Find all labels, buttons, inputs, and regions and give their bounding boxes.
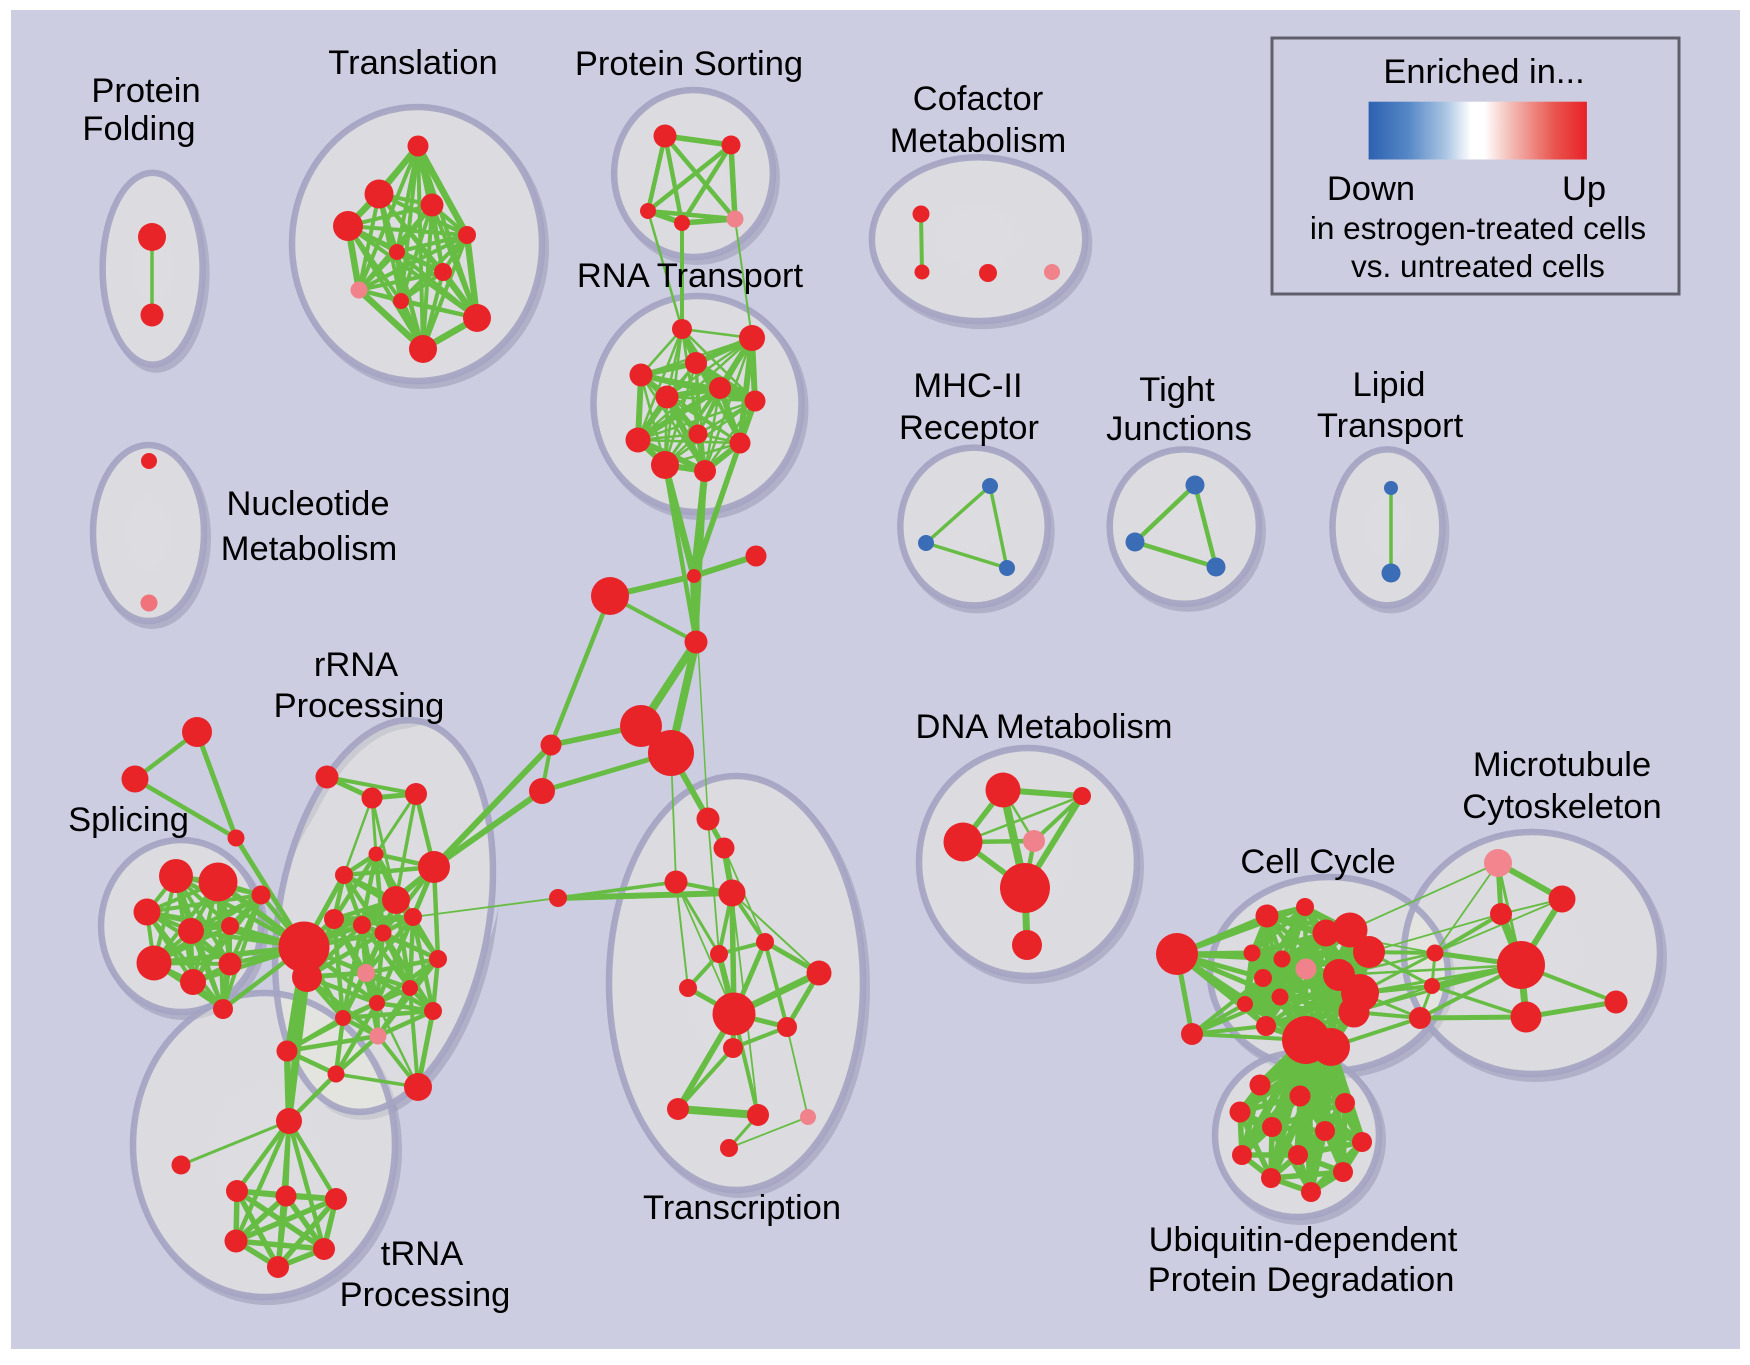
svg-text:Processing: Processing bbox=[340, 1276, 511, 1314]
svg-text:Down: Down bbox=[1327, 170, 1415, 208]
svg-text:Protein Sorting: Protein Sorting bbox=[575, 45, 803, 83]
svg-text:Metabolism: Metabolism bbox=[221, 530, 397, 568]
svg-text:Ubiquitin-dependent: Ubiquitin-dependent bbox=[1149, 1221, 1458, 1259]
svg-text:Enriched in...: Enriched in... bbox=[1383, 53, 1584, 91]
svg-text:Folding: Folding bbox=[82, 110, 195, 148]
svg-text:Cytoskeleton: Cytoskeleton bbox=[1462, 788, 1661, 826]
svg-text:Nucleotide: Nucleotide bbox=[226, 485, 389, 523]
svg-text:Junctions: Junctions bbox=[1106, 410, 1252, 448]
svg-text:DNA Metabolism: DNA Metabolism bbox=[916, 708, 1173, 746]
svg-text:Lipid: Lipid bbox=[1353, 366, 1426, 404]
svg-text:Tight: Tight bbox=[1139, 371, 1215, 409]
svg-text:Splicing: Splicing bbox=[68, 801, 189, 839]
svg-text:Transcription: Transcription bbox=[643, 1189, 841, 1227]
svg-text:in estrogen-treated cells: in estrogen-treated cells bbox=[1310, 210, 1646, 246]
svg-text:Cofactor: Cofactor bbox=[913, 80, 1043, 118]
svg-text:tRNA: tRNA bbox=[381, 1235, 463, 1273]
svg-text:rRNA: rRNA bbox=[314, 646, 398, 684]
svg-text:Microtubule: Microtubule bbox=[1473, 746, 1651, 784]
svg-text:Protein: Protein bbox=[91, 72, 200, 110]
svg-text:Transport: Transport bbox=[1317, 407, 1464, 445]
svg-text:Translation: Translation bbox=[328, 44, 497, 82]
svg-text:Receptor: Receptor bbox=[899, 409, 1039, 447]
svg-text:Protein Degradation: Protein Degradation bbox=[1148, 1261, 1455, 1299]
svg-text:Cell Cycle: Cell Cycle bbox=[1240, 843, 1395, 881]
svg-text:Metabolism: Metabolism bbox=[890, 122, 1066, 160]
svg-text:vs. untreated cells: vs. untreated cells bbox=[1351, 248, 1605, 284]
svg-text:RNA Transport: RNA Transport bbox=[577, 257, 804, 295]
svg-text:Processing: Processing bbox=[274, 687, 445, 725]
svg-text:MHC-II: MHC-II bbox=[913, 367, 1022, 405]
svg-text:Up: Up bbox=[1562, 170, 1606, 208]
